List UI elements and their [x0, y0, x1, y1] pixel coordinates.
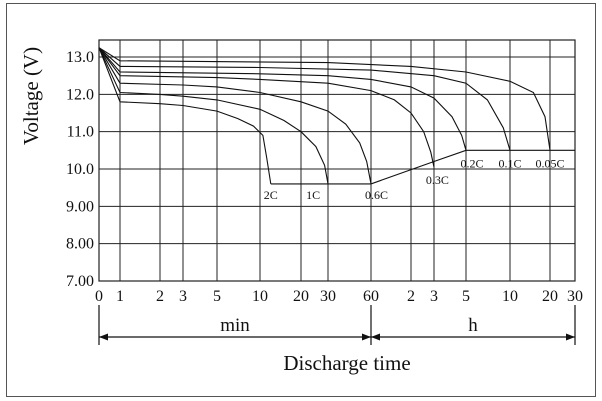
x-tick-label: 30 — [567, 288, 583, 305]
y-tick-label: 9.00 — [66, 198, 94, 215]
x-tick-label: 60 — [363, 288, 379, 305]
x-tick-label: 30 — [320, 288, 336, 305]
y-tick-label: 8.00 — [66, 236, 94, 253]
x-tick-label: 1 — [116, 288, 124, 305]
curve-2C — [98, 47, 272, 184]
x-tick-label: 10 — [252, 288, 268, 305]
x-tick-label: 20 — [542, 288, 558, 305]
grid — [98, 39, 576, 282]
x-tick-labels: 0 1 2 3 5 10 20 30 60 2 3 5 10 20 30 — [95, 288, 583, 305]
y-tick-label: 12.0 — [66, 86, 94, 103]
x-tick-label: 5 — [462, 288, 470, 305]
cutoff-line — [270, 149, 575, 185]
y-tick-label: 10.0 — [66, 161, 94, 178]
curve-0_05C — [98, 47, 551, 151]
arrow-head — [362, 333, 371, 341]
rate-label: 2C — [264, 188, 278, 202]
rate-label: 0.05C — [535, 156, 564, 170]
x-tick-label: 20 — [293, 288, 309, 305]
x-tick-label: 3 — [179, 288, 187, 305]
unit-label-h: h — [468, 315, 478, 336]
unit-label-min: min — [220, 315, 250, 336]
rate-labels: 2C 1C 0.6C 0.3C 0.2C 0.1C 0.05C — [264, 156, 565, 202]
rate-label: 0.3C — [426, 173, 449, 187]
y-tick-label: 13.0 — [66, 49, 94, 66]
y-tick-labels: 13.0 12.0 11.0 10.0 9.00 8.00 7.00 — [66, 49, 94, 290]
rate-label: 1C — [306, 188, 320, 202]
y-tick-label: 7.00 — [66, 273, 94, 290]
x-tick-label: 5 — [213, 288, 221, 305]
curve-0_1C — [98, 47, 511, 151]
x-tick-label: 10 — [502, 288, 518, 305]
time-unit-bar: min h — [98, 305, 576, 345]
rate-label: 0.6C — [365, 188, 388, 202]
x-tick-label: 2 — [156, 288, 164, 305]
x-tick-label: 0 — [95, 288, 103, 305]
y-axis-label: Voltage (V) — [19, 47, 43, 145]
rate-label: 0.1C — [498, 156, 521, 170]
discharge-curves — [98, 47, 551, 185]
arrow-head — [371, 333, 380, 341]
curve-0_3C — [98, 47, 435, 168]
arrow-head — [99, 333, 108, 341]
plot-border — [98, 39, 576, 282]
curve-0_6C — [98, 47, 372, 185]
cutoff-voltage-line — [270, 149, 575, 185]
x-axis-label: Discharge time — [283, 351, 410, 375]
x-tick-label: 2 — [407, 288, 415, 305]
arrow-head — [566, 333, 575, 341]
curve-0_2C — [98, 47, 467, 151]
rate-label: 0.2C — [461, 156, 484, 170]
y-tick-label: 11.0 — [67, 124, 94, 141]
curve-1C — [98, 47, 329, 184]
x-tick-label: 3 — [430, 288, 438, 305]
